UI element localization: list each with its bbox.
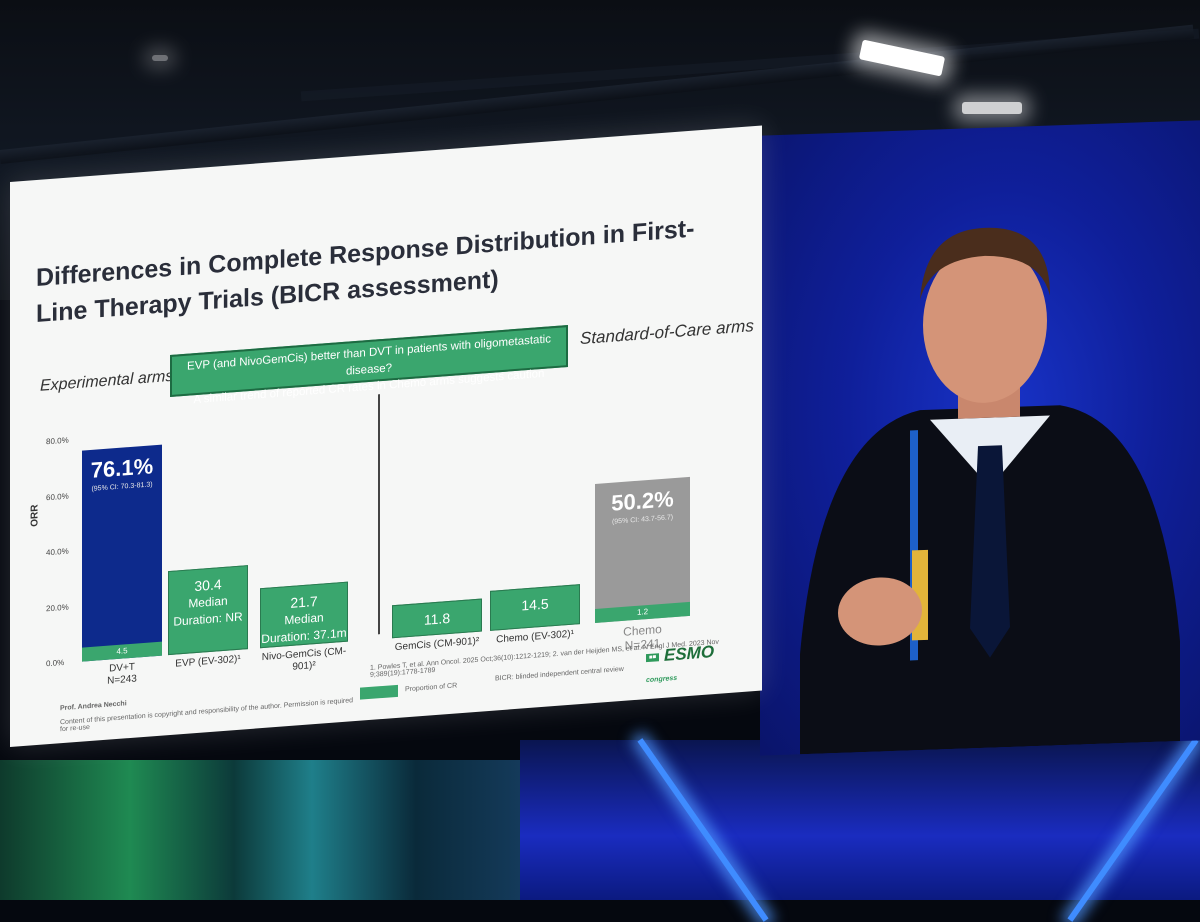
y-tick-label: 20.0% [46, 602, 69, 613]
stage-backdrop-left [0, 760, 520, 900]
orr-value-label: 76.1% [90, 453, 154, 483]
presentation-slide: Differences in Complete Response Distrib… [10, 125, 762, 747]
esmo-logo-sub: congress [646, 674, 678, 685]
speaker-video-screen [760, 120, 1200, 756]
arm-label: GemCis (CM-901)² [392, 636, 482, 655]
cr-bar: 21.7 Median Duration: 37.1m [260, 581, 348, 649]
cr-segment: 1.2 [595, 601, 690, 623]
stage-light [962, 102, 1022, 114]
cr-value-label: 11.8 [423, 610, 451, 629]
y-tick-label: 60.0% [46, 491, 69, 502]
orr-bar: 76.1% (95% CI: 70.3-81.3) 4.5 [82, 444, 162, 662]
orr-bar: 50.2% (95% CI: 43.7-56.7) 1.2 [595, 476, 690, 623]
cr-segment: 4.5 [82, 641, 162, 662]
arm-label: Nivo-GemCis (CM-901)² [260, 646, 348, 677]
median-duration-label: Median Duration: 37.1m [261, 610, 347, 646]
arm-label: Chemo (EV-302)¹ [490, 628, 580, 647]
arm-name: GemCis (CM-901)² [394, 635, 480, 654]
arm-name: Chemo (EV-302)¹ [496, 628, 574, 646]
speaker-figure [800, 227, 1180, 755]
arm-label: DV+T N=243 [82, 660, 162, 690]
arm-name: Nivo-GemCis (CM-901)² [261, 645, 347, 673]
cr-bar: 30.4 Median Duration: NR [168, 564, 248, 656]
stage-backdrop-right [520, 740, 1200, 900]
arm-name: EVP (EV-302)¹ [175, 653, 241, 670]
esmo-logo-text: ESMO [663, 642, 715, 665]
cr-bar: 14.5 [490, 583, 580, 631]
y-tick-label: 40.0% [46, 546, 69, 558]
cr-value-label: 14.5 [521, 595, 549, 614]
median-duration-label: Median Duration: NR [173, 593, 243, 629]
y-axis-label: ORR [29, 504, 41, 528]
cr-bar: 11.8 [392, 598, 482, 639]
y-tick-label: 0.0% [46, 657, 65, 669]
esmo-logo-mark: ■■ [646, 652, 660, 662]
y-tick-label: 80.0% [46, 435, 69, 447]
stage-light [152, 55, 168, 61]
arm-label: EVP (EV-302)¹ [168, 653, 248, 671]
